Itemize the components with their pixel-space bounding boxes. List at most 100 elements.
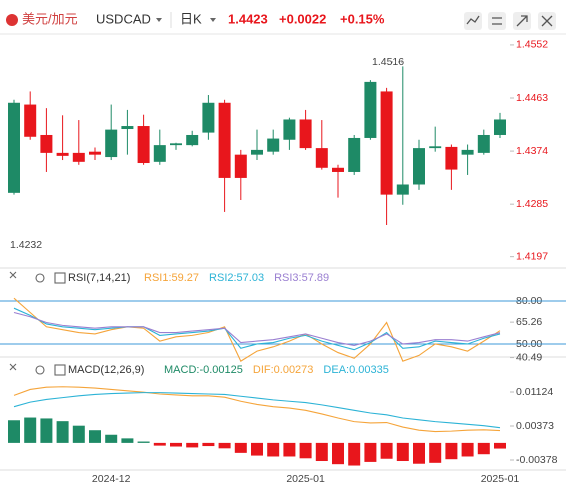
y-tick-label: 1.4197 bbox=[516, 250, 548, 262]
histogram-bar bbox=[267, 442, 280, 457]
candle-body bbox=[153, 145, 166, 162]
y-tick-label: 40.49 bbox=[516, 351, 542, 363]
candle-body bbox=[8, 102, 20, 193]
candle-body bbox=[40, 134, 53, 153]
dropdown-icon bbox=[156, 18, 162, 22]
candle-body bbox=[348, 137, 361, 172]
histogram-bar bbox=[299, 442, 312, 459]
legend-entry: MACD:-0.00125 bbox=[164, 364, 243, 376]
y-tick-label: 0.01124 bbox=[516, 386, 553, 398]
histogram-bar bbox=[461, 442, 474, 457]
annotation: 1.4232 bbox=[10, 239, 42, 251]
histogram-bar bbox=[413, 442, 425, 464]
histogram-bar bbox=[89, 430, 101, 443]
histogram-bar bbox=[40, 418, 53, 443]
candle-body bbox=[364, 81, 377, 138]
histogram-bar bbox=[332, 442, 344, 465]
histogram-bar bbox=[8, 420, 20, 443]
histogram-bar bbox=[445, 442, 458, 460]
rsi-title: RSI(7,14,21) bbox=[68, 272, 130, 284]
candle-body bbox=[218, 102, 231, 178]
histogram-bar bbox=[429, 442, 442, 463]
histogram-bar bbox=[153, 442, 166, 446]
legend-entry: RSI2:57.03 bbox=[209, 272, 264, 284]
legend-entry: DIF:0.00273 bbox=[253, 364, 314, 376]
series-line bbox=[13, 392, 501, 429]
candle-body bbox=[429, 146, 442, 149]
histogram-bar bbox=[234, 442, 247, 453]
histogram-bar bbox=[364, 442, 377, 462]
candle-body bbox=[299, 119, 312, 149]
candle-body bbox=[137, 126, 150, 164]
histogram-bar bbox=[170, 442, 182, 447]
y-tick-label: 65.26 bbox=[516, 316, 542, 328]
candle-body bbox=[105, 129, 118, 158]
histogram-bar bbox=[283, 442, 296, 457]
candle-body bbox=[72, 152, 85, 162]
x-tick-label: 2024-12 bbox=[92, 473, 131, 485]
histogram-bar bbox=[105, 434, 118, 443]
macd-title: MACD(12,26,9) bbox=[68, 364, 144, 376]
candle-body bbox=[396, 184, 409, 195]
candle-body bbox=[461, 149, 474, 155]
dropdown-icon bbox=[210, 18, 216, 22]
pair: 美元/加元 bbox=[22, 11, 78, 26]
tool-icon bbox=[466, 15, 480, 25]
tool-icon bbox=[492, 17, 502, 25]
close-icon[interactable] bbox=[9, 363, 17, 371]
histogram-bar bbox=[218, 442, 231, 449]
histogram-bar bbox=[396, 442, 409, 462]
period[interactable]: 日K bbox=[180, 11, 202, 26]
settings-icon[interactable] bbox=[35, 273, 45, 283]
histogram-bar bbox=[380, 442, 393, 459]
y-tick-label: 1.4552 bbox=[516, 39, 548, 51]
histogram-bar bbox=[24, 417, 37, 443]
histogram-bar bbox=[315, 442, 328, 462]
candle-body bbox=[186, 134, 199, 146]
candle-body bbox=[332, 167, 344, 172]
tool-icon bbox=[516, 15, 528, 27]
candle-body bbox=[413, 148, 425, 185]
annotation: 1.4516 bbox=[372, 56, 404, 68]
close-icon[interactable] bbox=[9, 271, 17, 279]
candle-body bbox=[170, 143, 182, 146]
histogram-bar bbox=[202, 442, 215, 447]
candle-body bbox=[202, 102, 215, 133]
flag-icon bbox=[6, 14, 18, 26]
histogram-bar bbox=[494, 442, 506, 449]
box-icon bbox=[54, 364, 66, 376]
histogram-bar bbox=[186, 442, 199, 448]
candle-body bbox=[234, 154, 247, 178]
legend-entry: RSI3:57.89 bbox=[274, 272, 329, 284]
candle-body bbox=[494, 119, 506, 135]
candle-body bbox=[283, 119, 296, 140]
tool-icon bbox=[541, 15, 553, 27]
series-line bbox=[13, 307, 501, 351]
tool-button[interactable] bbox=[488, 12, 506, 30]
histogram-bar bbox=[72, 425, 85, 443]
legend-entry: RSI1:59.27 bbox=[144, 272, 199, 284]
y-tick-label: 1.4463 bbox=[516, 92, 548, 104]
price: 1.4423 bbox=[228, 11, 268, 26]
candle-body bbox=[251, 149, 263, 155]
series-line bbox=[13, 297, 501, 362]
histogram-bar bbox=[137, 441, 150, 443]
change-pct: +0.15% bbox=[340, 11, 385, 26]
toolbar bbox=[464, 12, 556, 30]
candle-body bbox=[24, 104, 37, 137]
y-tick-label: 1.4285 bbox=[516, 198, 548, 210]
histogram-bar bbox=[251, 442, 263, 456]
y-tick-label: 0.00373 bbox=[516, 420, 554, 432]
candle-body bbox=[477, 134, 490, 153]
x-tick-label: 2025-01 bbox=[286, 473, 325, 485]
candle-body bbox=[267, 138, 280, 152]
candle-body bbox=[121, 126, 134, 130]
settings-icon[interactable] bbox=[35, 365, 45, 375]
legend-entry: DEA:0.00335 bbox=[323, 364, 388, 376]
change: +0.0022 bbox=[279, 11, 326, 26]
candle-body bbox=[380, 91, 393, 195]
candle-body bbox=[445, 146, 458, 170]
symbol[interactable]: USDCAD bbox=[96, 11, 151, 26]
